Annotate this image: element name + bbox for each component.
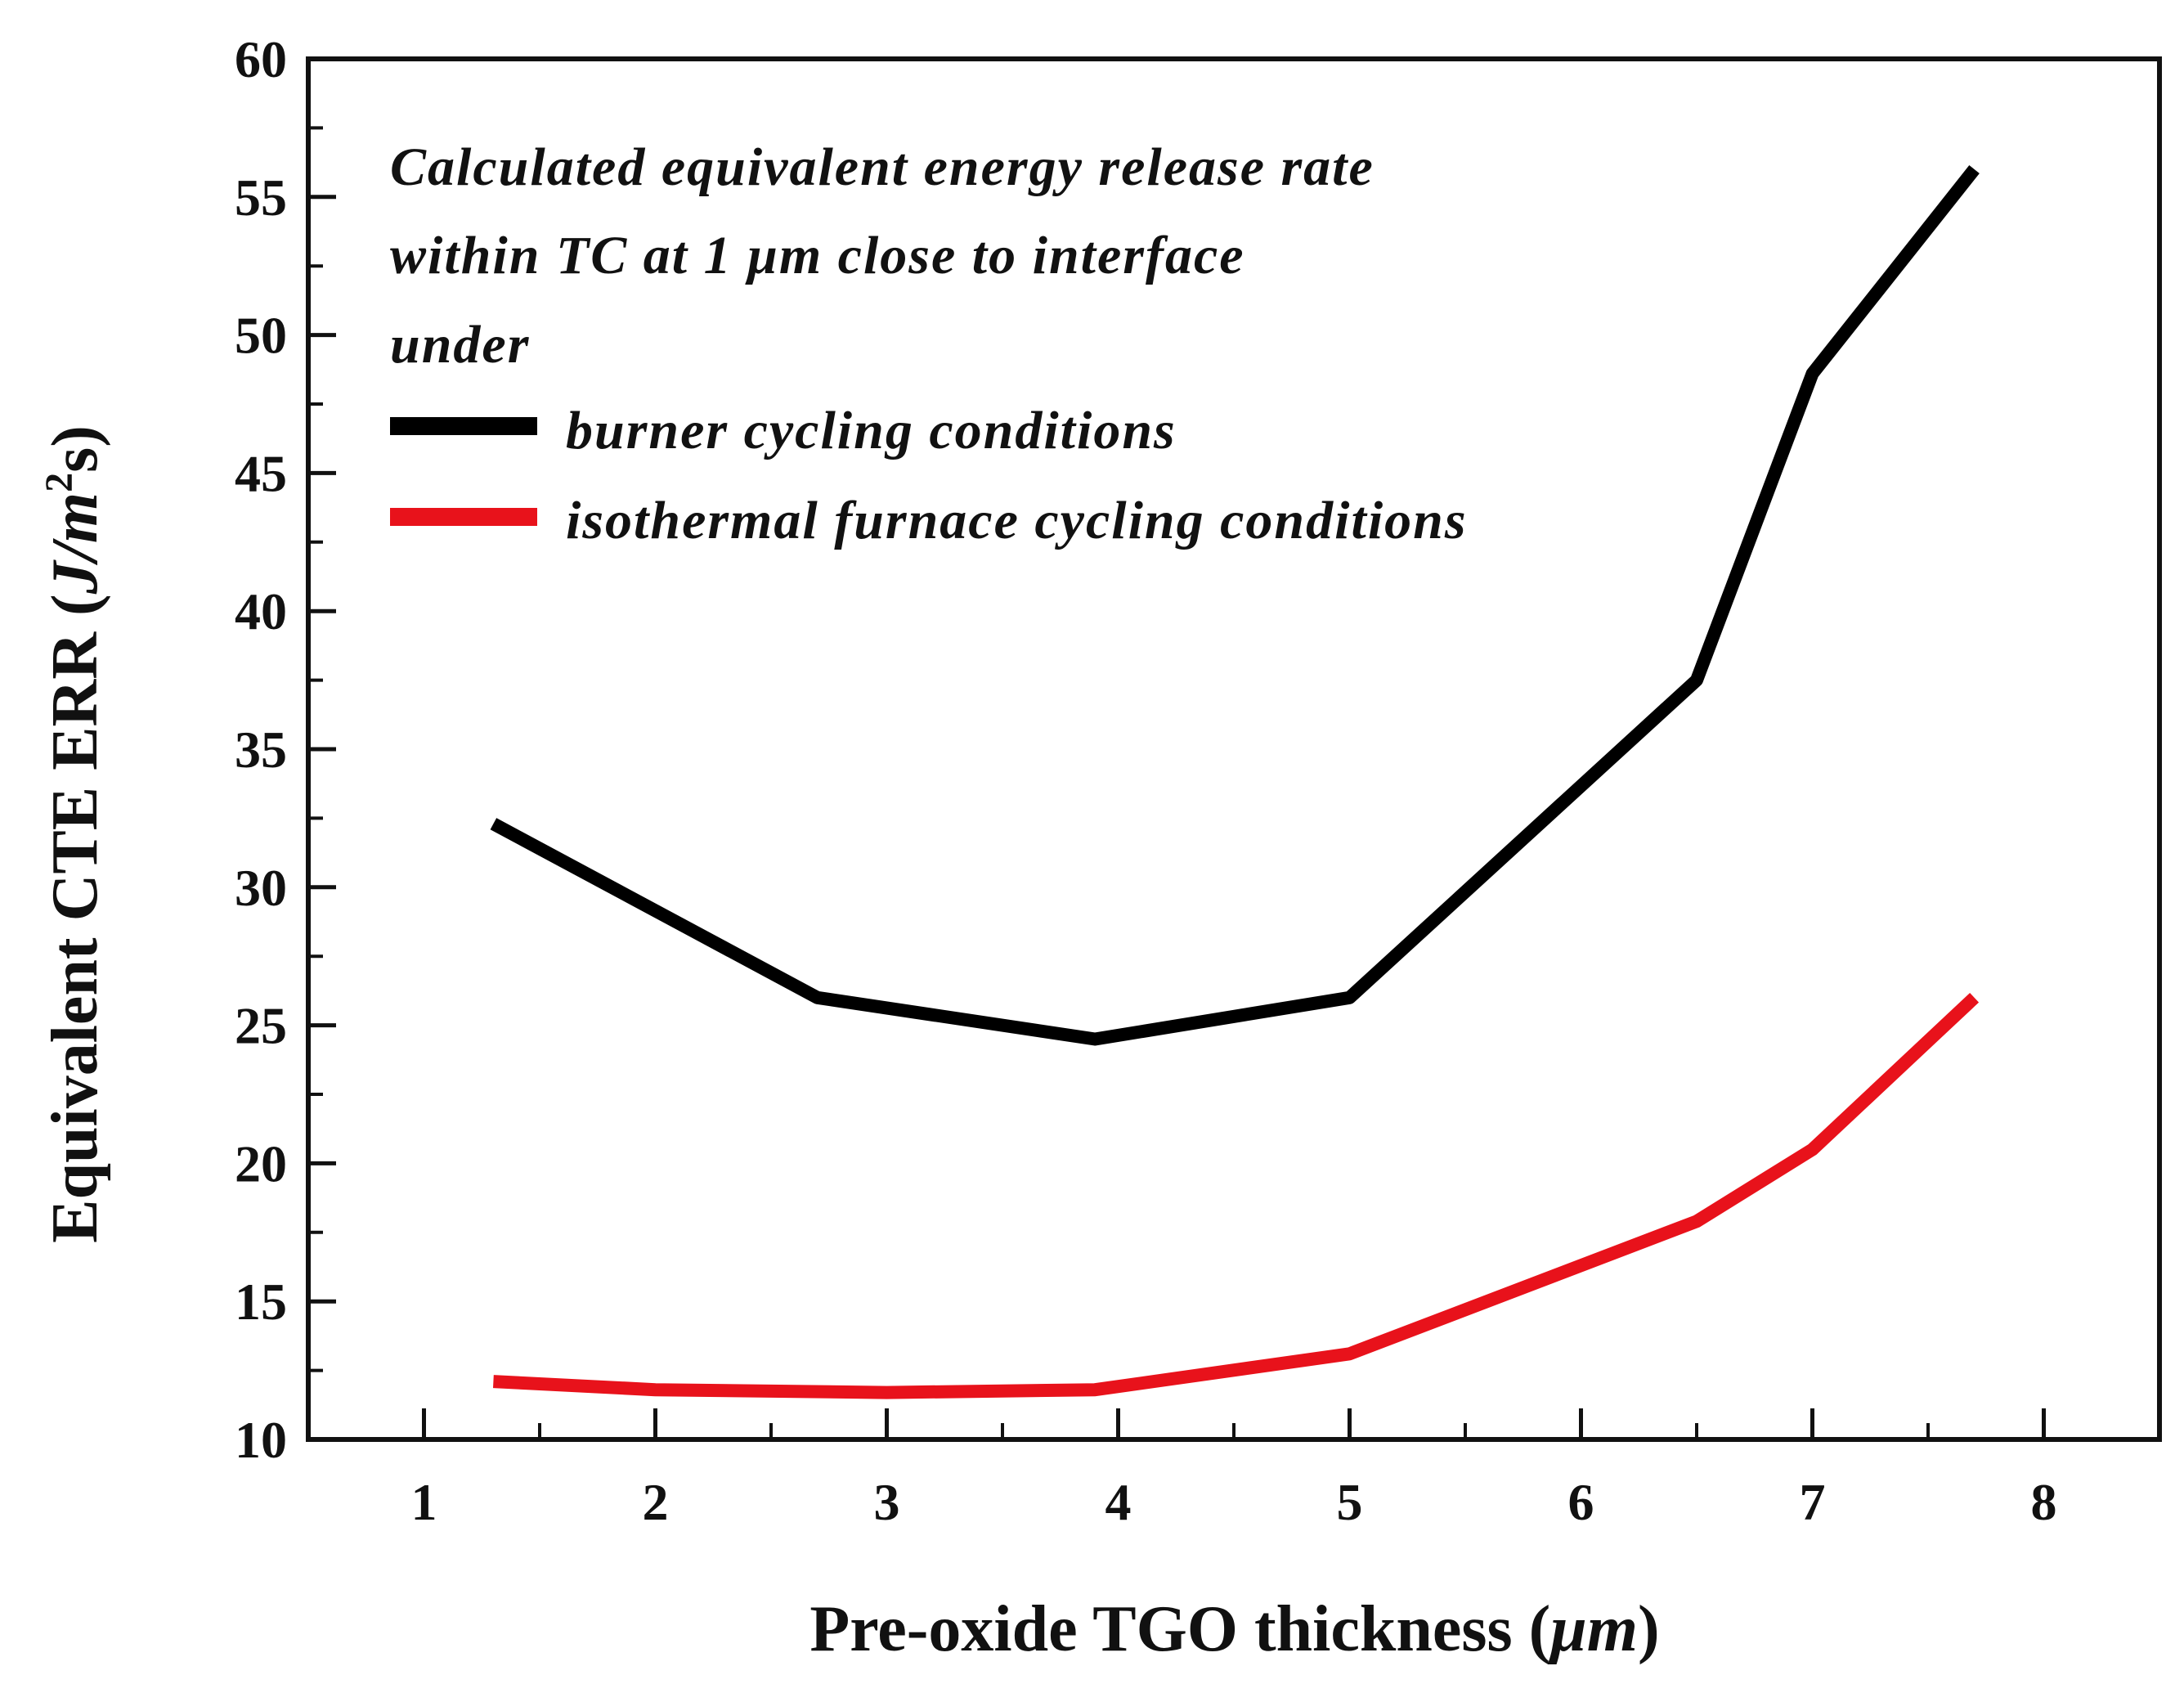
y-axis-title-unit: J/m bbox=[39, 492, 111, 595]
annotation-line-2: within TC at 1 μm close to interface bbox=[390, 226, 1245, 285]
y-axis-title-sup: 2 bbox=[38, 473, 81, 492]
y-tick-label: 15 bbox=[235, 1273, 287, 1331]
y-tick-label: 55 bbox=[235, 168, 287, 227]
x-tick-label: 5 bbox=[1337, 1473, 1363, 1531]
x-tick-label: 3 bbox=[874, 1473, 900, 1531]
x-tick-label: 7 bbox=[1800, 1473, 1826, 1531]
y-tick-label: 30 bbox=[235, 859, 287, 917]
series-line-furnace bbox=[492, 992, 1980, 1399]
x-axis-title-main: Pre-oxide TGO thickness ( bbox=[809, 1593, 1550, 1665]
annotation-line-3: under bbox=[390, 315, 530, 375]
x-tick-label: 8 bbox=[2031, 1473, 2057, 1531]
y-tick-label: 45 bbox=[235, 444, 287, 502]
series-layer bbox=[490, 165, 1980, 1399]
x-axis-title-unit: μm bbox=[1547, 1593, 1638, 1665]
x-tick-label: 1 bbox=[411, 1473, 437, 1531]
x-axis-title: Pre-oxide TGO thickness (μm) bbox=[809, 1593, 1659, 1665]
y-axis-title-main: Equivalent CTE ERR ( bbox=[39, 594, 111, 1242]
x-tick-label: 2 bbox=[643, 1473, 669, 1531]
y-axis-title: Equivalent CTE ERR (J/m2s) bbox=[38, 425, 111, 1243]
y-tick-label: 20 bbox=[235, 1134, 287, 1192]
y-tick-label: 10 bbox=[235, 1411, 287, 1469]
y-tick-label: 25 bbox=[235, 997, 287, 1055]
annotation-line-1: Calculated equivalent energy release rat… bbox=[390, 137, 1375, 197]
y-tick-label: 35 bbox=[235, 721, 287, 779]
series-line-burner bbox=[490, 165, 1980, 1046]
y-tick-label: 60 bbox=[235, 30, 287, 88]
x-axis-title-close: ) bbox=[1638, 1593, 1660, 1665]
legend-label-furnace: isothermal furnace cycling conditions bbox=[566, 491, 1468, 550]
y-tick-label: 40 bbox=[235, 582, 287, 640]
y-tick-label: 50 bbox=[235, 307, 287, 365]
x-tick-label: 6 bbox=[1568, 1473, 1594, 1531]
legend-label-burner: burner cycling conditions bbox=[566, 401, 1177, 460]
legend: burner cycling conditions isothermal fur… bbox=[390, 401, 1468, 550]
y-axis-title-unit-s: s) bbox=[39, 425, 111, 473]
x-tick-label: 4 bbox=[1105, 1473, 1132, 1531]
